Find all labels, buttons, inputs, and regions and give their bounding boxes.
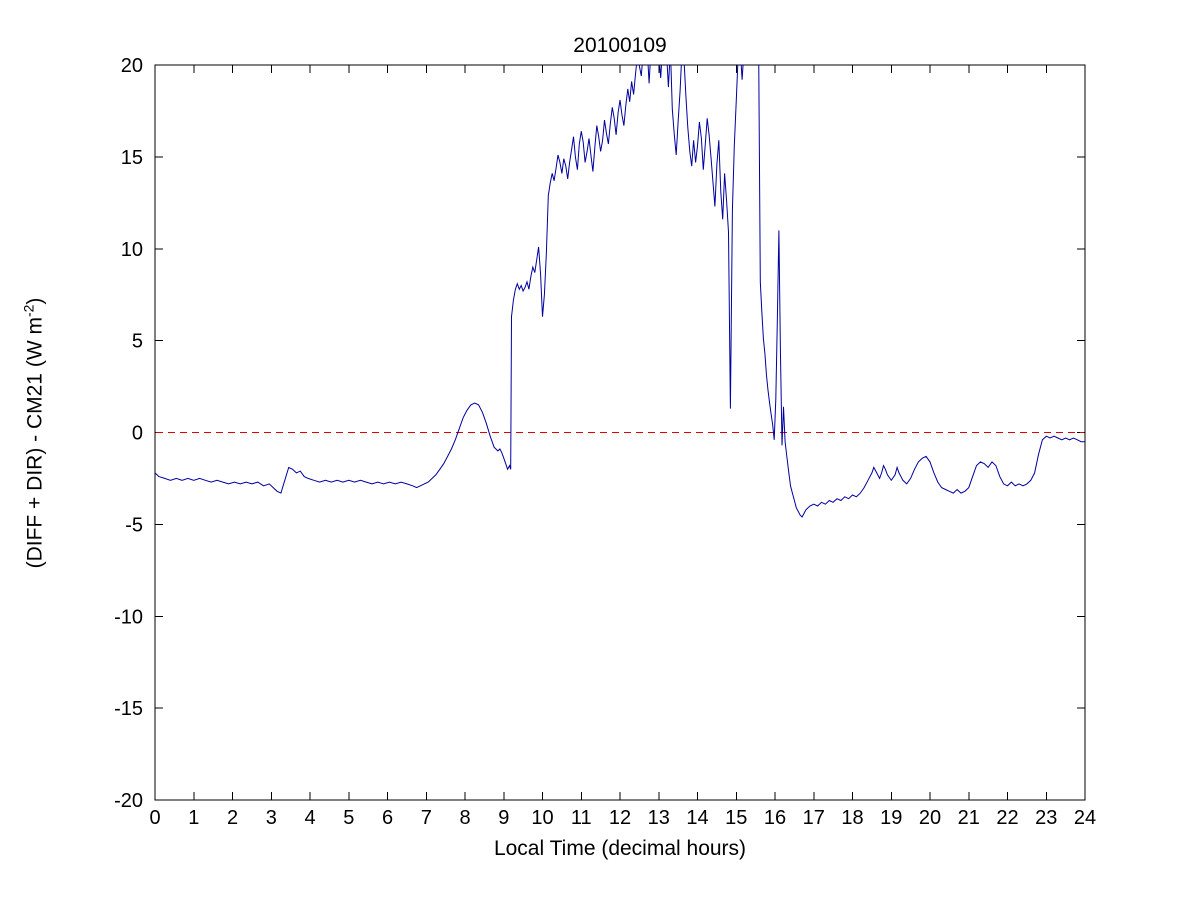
x-tick-label: 8	[459, 807, 470, 829]
x-tick-label: 4	[304, 807, 315, 829]
y-tick-label: 20	[121, 55, 143, 77]
x-tick-label: 11	[571, 807, 592, 829]
x-tick-label: 6	[382, 807, 393, 829]
x-tick-label: 13	[648, 807, 670, 829]
y-axis-label: (DIFF + DIR) - CM21 (W m-2)	[21, 298, 48, 569]
x-tick-label: 2	[227, 807, 238, 829]
chart-title: 20100109	[573, 34, 667, 57]
x-tick-label: 24	[1074, 807, 1096, 829]
x-tick-label: 14	[686, 807, 708, 829]
x-tick-label: 9	[498, 807, 509, 829]
x-tick-label: 21	[958, 807, 980, 829]
x-tick-label: 7	[421, 807, 432, 829]
y-tick-label: 10	[121, 239, 143, 261]
x-tick-label: 5	[343, 807, 354, 829]
x-tick-label: 23	[1035, 807, 1057, 829]
y-tick-label: 0	[132, 423, 143, 445]
x-tick-label: 19	[880, 807, 902, 829]
y-tick-label: 15	[121, 147, 143, 169]
x-axis-ticks: 0 1 2 3 4 5 6 7 8 9 10 11 12 13 14 15 16 17 18 19 20 21 22 23 24	[149, 65, 1096, 829]
y-tick-label: -20	[114, 790, 143, 812]
x-tick-label: 15	[725, 807, 747, 829]
data-line	[155, 65, 1085, 518]
x-tick-label: 0	[149, 807, 160, 829]
y-axis-label-superscript: -2	[20, 304, 37, 318]
x-tick-label: 16	[764, 807, 786, 829]
x-tick-label: 20	[919, 807, 941, 829]
x-tick-label: 10	[531, 807, 553, 829]
y-axis-label-close: )	[23, 297, 47, 305]
x-tick-label: 22	[996, 807, 1018, 829]
y-tick-label: -5	[125, 514, 143, 536]
y-tick-label: 5	[132, 331, 143, 353]
x-tick-label: 12	[609, 807, 631, 829]
x-axis-label: Local Time (decimal hours)	[493, 837, 747, 860]
x-tick-label: 3	[266, 807, 277, 829]
x-tick-label: 1	[188, 807, 199, 829]
y-axis-label-text: (DIFF + DIR) - CM21 (W m	[23, 317, 47, 569]
y-axis-ticks: -20 -15 -10 -5 0 5 10 15 20	[114, 55, 1085, 812]
y-tick-label: -15	[114, 698, 143, 720]
x-tick-label: 18	[841, 807, 863, 829]
y-tick-label: -10	[114, 606, 143, 628]
x-tick-label: 17	[803, 807, 825, 829]
